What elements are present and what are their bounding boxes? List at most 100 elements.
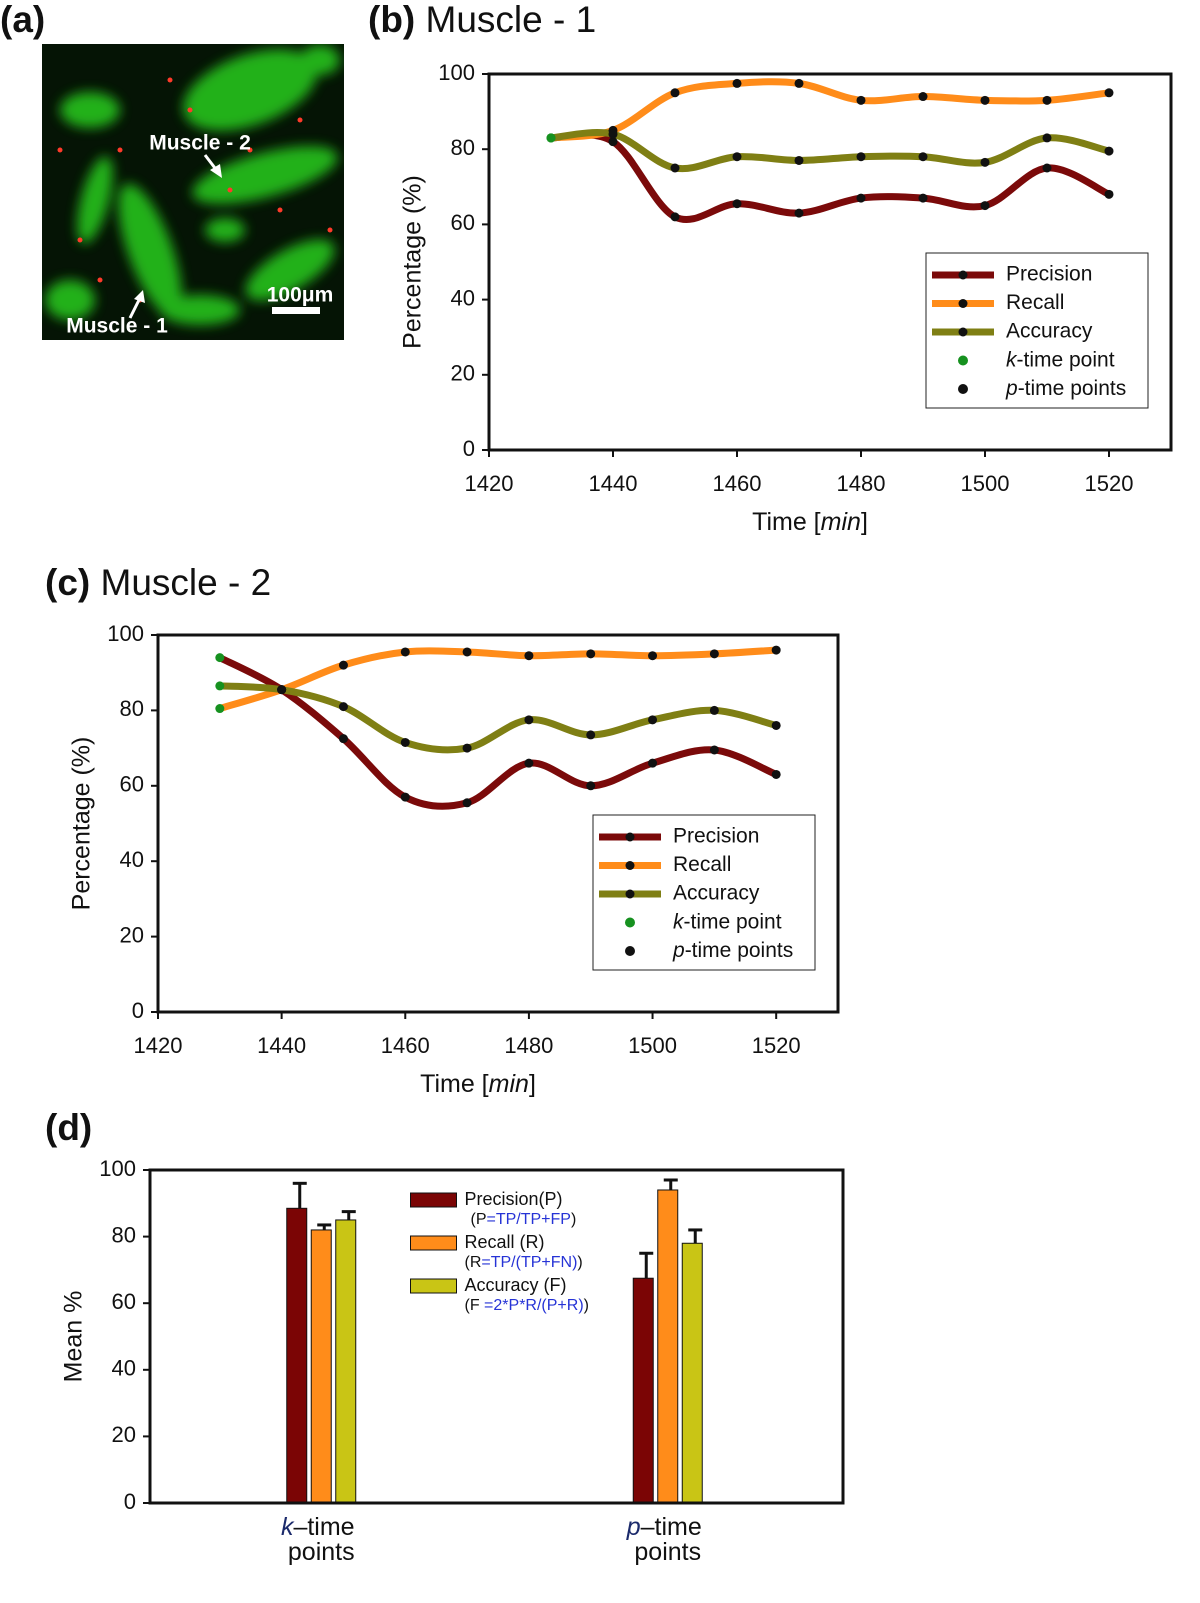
x-tick-label: 1440 — [589, 471, 638, 496]
panel-label: (d) — [45, 1107, 92, 1148]
data-point — [524, 715, 534, 725]
data-point — [1104, 88, 1114, 98]
y-tick-label: 40 — [451, 285, 475, 310]
data-point — [1042, 95, 1052, 105]
legend-note: (P=TP/TP+FP) — [471, 1211, 577, 1228]
series-line — [216, 646, 780, 713]
legend-dot — [958, 299, 968, 308]
y-tick-label: 0 — [124, 1489, 136, 1514]
data-point — [608, 137, 618, 147]
legend-swatch — [410, 1235, 457, 1251]
panel-label: (a) — [0, 0, 45, 40]
y-tick-label: 100 — [438, 60, 475, 85]
data-point — [980, 201, 990, 211]
legend-label: Precision — [1006, 263, 1092, 286]
data-point — [1042, 133, 1052, 143]
legend-label: Precision(P) — [465, 1189, 563, 1209]
data-point — [918, 193, 928, 203]
chart-title: (c) Muscle - 2 — [45, 562, 271, 603]
legend-note: (F =2*P*R/(P+R)) — [465, 1297, 589, 1314]
x-tick-label: 1420 — [134, 1033, 183, 1058]
legend-dot — [625, 889, 635, 899]
plot-frame — [487, 72, 1173, 452]
data-point — [400, 792, 410, 802]
bar — [335, 1219, 357, 1504]
data-point — [709, 705, 719, 715]
data-point — [794, 208, 804, 218]
data-point — [608, 129, 618, 139]
data-point — [771, 720, 781, 730]
x-tick-label: 1480 — [837, 471, 886, 496]
y-tick-label: 80 — [451, 135, 475, 160]
legend-label: Accuracy — [673, 882, 760, 905]
x-tick-label: p–time points — [626, 1513, 709, 1566]
data-point — [771, 645, 781, 655]
legend-label: Recall (R) — [465, 1232, 545, 1252]
data-point — [732, 152, 742, 162]
y-tick-label: 20 — [451, 361, 475, 386]
y-tick-label: 20 — [120, 922, 144, 947]
y-tick-label: 40 — [112, 1356, 136, 1381]
series-line — [547, 78, 1113, 142]
data-point — [856, 193, 866, 203]
data-point — [462, 743, 472, 753]
legend-label: Recall — [673, 853, 731, 876]
data-point — [586, 730, 596, 740]
data-point — [670, 212, 680, 222]
legend-dot — [958, 355, 968, 366]
bar — [657, 1189, 679, 1504]
bar — [286, 1207, 308, 1504]
data-point — [400, 647, 410, 657]
data-point — [732, 78, 742, 88]
plot-frame — [148, 1168, 845, 1505]
legend-label: k-time point — [1006, 348, 1115, 371]
data-point — [338, 702, 348, 712]
data-point — [215, 653, 225, 663]
legend-label: Precision — [673, 825, 759, 848]
data-point — [670, 88, 680, 98]
x-tick-label: 1460 — [381, 1033, 430, 1058]
data-point — [1104, 189, 1114, 199]
data-point — [1104, 146, 1114, 156]
y-axis-label: Percentage (%) — [399, 175, 427, 349]
scale-bar-label: 100μm — [267, 284, 334, 307]
chart-title: (d) — [45, 1107, 92, 1148]
x-tick-label: 1420 — [465, 471, 514, 496]
data-point — [215, 704, 225, 714]
data-point — [338, 734, 348, 744]
data-point — [338, 660, 348, 670]
legend-label: Accuracy — [1006, 320, 1093, 343]
y-tick-label: 20 — [112, 1422, 136, 1447]
x-tick-label: 1520 — [752, 1033, 801, 1058]
chart-title: (b) Muscle - 1 — [368, 0, 596, 40]
bar — [681, 1242, 703, 1504]
x-tick-label: k–time points — [281, 1513, 362, 1566]
y-tick-label: 0 — [463, 436, 475, 461]
y-tick-label: 100 — [99, 1156, 136, 1181]
series-line — [547, 131, 1113, 223]
data-point — [546, 133, 556, 143]
legend-label: p-time points — [1005, 377, 1126, 400]
x-tick-label: 1520 — [1085, 471, 1134, 496]
data-point — [918, 92, 928, 102]
plot-frame — [156, 633, 840, 1014]
data-point — [524, 651, 534, 661]
bar — [310, 1229, 332, 1504]
x-tick-label: 1440 — [257, 1033, 306, 1058]
y-tick-label: 100 — [107, 621, 144, 646]
annotation: Muscle - 2 — [149, 132, 251, 155]
data-point — [400, 737, 410, 747]
data-point — [277, 685, 287, 695]
data-point — [462, 798, 472, 808]
data-point — [524, 758, 534, 768]
panel-label: (c) — [45, 562, 90, 603]
data-point — [648, 715, 658, 725]
data-point — [586, 649, 596, 659]
data-point — [670, 163, 680, 173]
legend-dot — [625, 917, 635, 928]
x-axis-label: Time [min] — [420, 1070, 536, 1098]
legend-dot — [625, 861, 635, 870]
legend-note: (R=TP/(TP+FN)) — [465, 1254, 583, 1271]
y-tick-label: 60 — [451, 210, 475, 235]
